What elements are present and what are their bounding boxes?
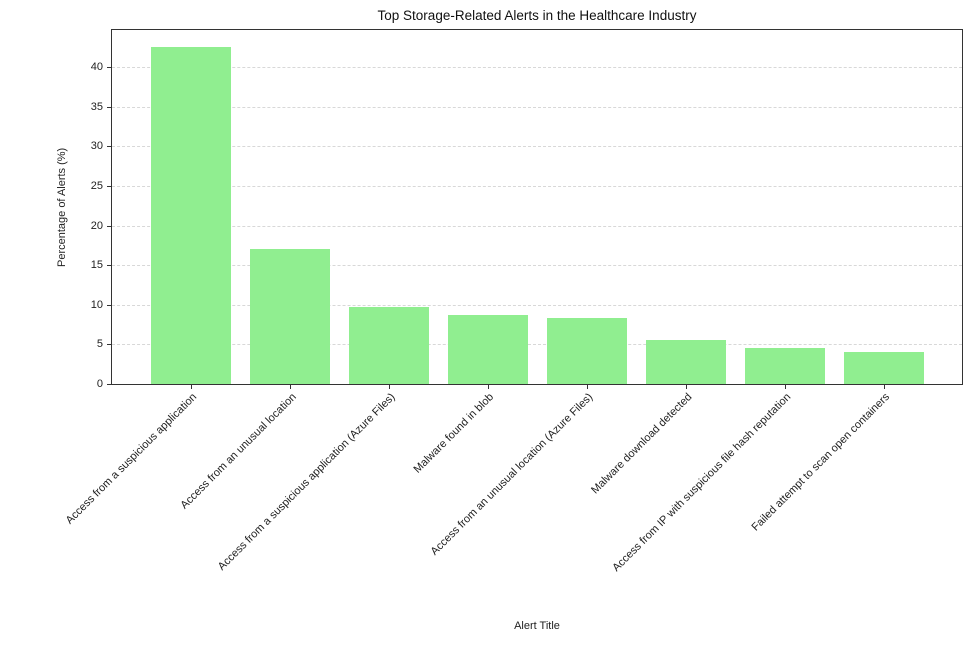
y-tick-mark-0 [107,384,111,385]
y-tick-mark-15 [107,265,111,267]
y-tick-mark-25 [107,186,111,187]
y-tick-label-20: 20 [90,219,103,232]
gridline-y-10 [112,304,962,306]
x-tick-label-6: Malware download detected [589,391,695,497]
y-tick-label-10: 10 [90,298,103,311]
x-tick-label-3: Access from a suspicious application (Az… [215,391,398,573]
bar-8 [844,351,924,384]
bar-1 [151,47,231,384]
y-tick-label-25: 25 [90,180,103,192]
x-tick-mark-1 [191,385,192,389]
x-tick-mark-2 [290,385,291,389]
gridline-y-40 [112,67,962,69]
x-tick-label-4: Malware found in blob [411,391,497,476]
x-tick-mark-3 [389,385,390,389]
y-axis-label: Percentage of Alerts (%) [56,147,68,267]
bar-6 [646,340,726,384]
y-tick-label-0: 0 [96,378,103,390]
x-tick-mark-8 [884,385,885,389]
x-tick-label-7: Access from IP with suspicious file hash… [610,391,794,575]
x-tick-label-2: Access from an unusual location [178,391,299,512]
y-tick-label-30: 30 [90,140,103,153]
y-tick-label-5: 5 [96,338,103,351]
gridline-y-30 [112,146,962,148]
bar-4 [448,315,528,384]
bar-7 [745,347,825,384]
y-tick-mark-10 [107,304,111,306]
x-tick-label-5: Access from an unusual location (Azure F… [428,391,596,558]
y-tick-mark-20 [107,225,111,227]
gridline-y-20 [112,225,962,227]
x-tick-label-1: Access from a suspicious application [63,391,200,527]
bar-3 [349,307,429,384]
x-tick-mark-4 [488,385,489,389]
y-tick-mark-40 [107,67,111,69]
x-tick-mark-5 [587,385,588,389]
gridline-y-25 [112,186,962,187]
x-axis-label: Alert Title [514,620,560,632]
chart-title: Top Storage-Related Alerts in the Health… [377,8,697,23]
x-tick-mark-7 [785,385,786,389]
gridline-y-15 [112,265,962,267]
bar-2 [250,249,330,384]
y-tick-label-40: 40 [90,61,103,74]
plot-area [111,29,963,385]
y-tick-label-35: 35 [90,100,103,113]
y-tick-label-15: 15 [90,259,103,272]
y-tick-mark-35 [107,106,111,108]
y-tick-mark-30 [107,146,111,148]
x-tick-mark-6 [686,385,687,389]
y-tick-mark-5 [107,344,111,346]
bar-5 [547,318,627,384]
gridline-y-35 [112,106,962,108]
gridline-y-5 [112,344,962,346]
